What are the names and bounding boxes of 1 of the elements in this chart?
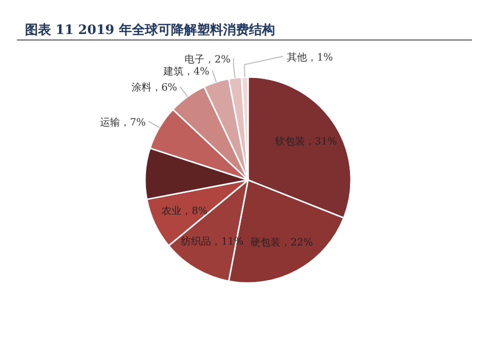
title: 图表 11 2019 年全球可降解塑料消费结构 (25, 23, 275, 38)
